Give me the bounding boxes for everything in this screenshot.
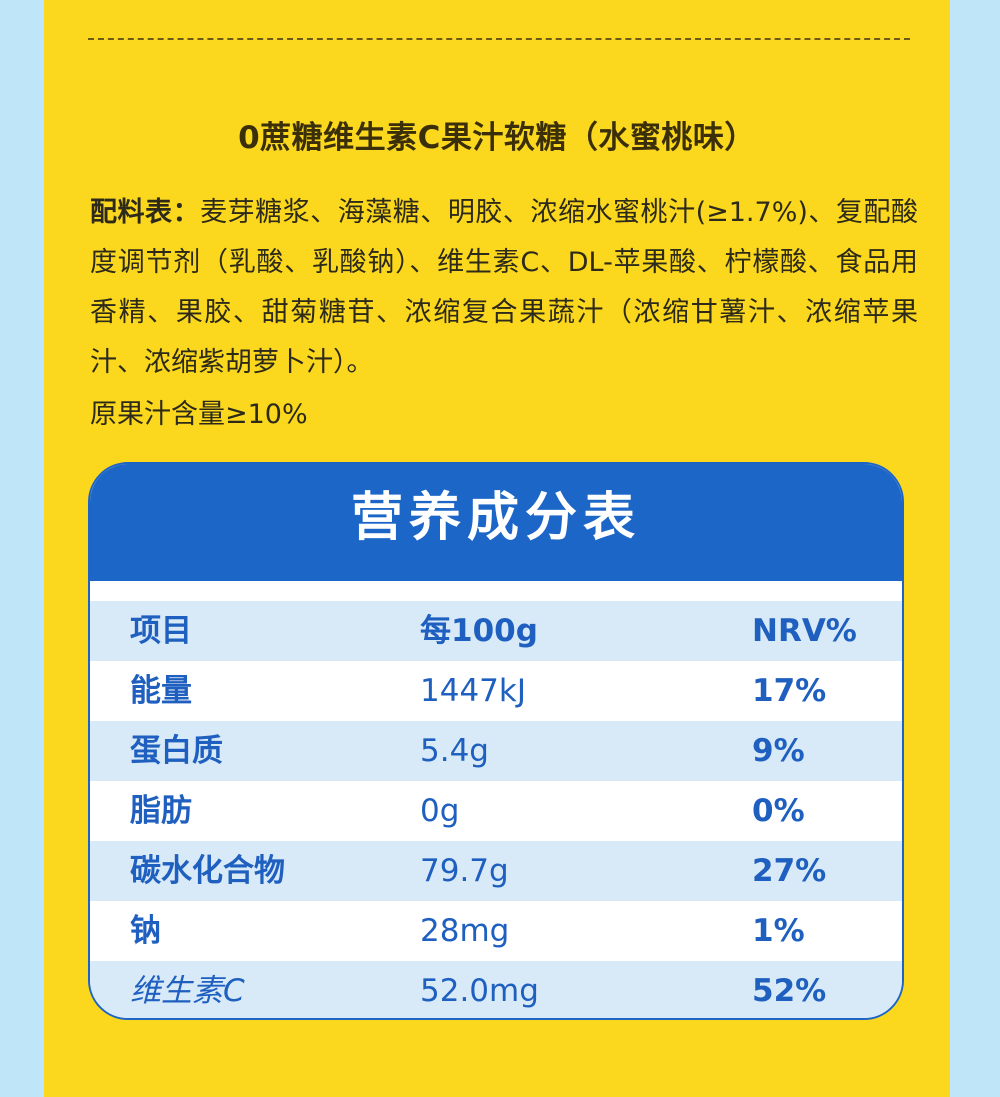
nutrient-amount: 1447kJ xyxy=(420,673,526,709)
nutrient-amount: 0g xyxy=(420,793,460,829)
nutrient-name: 钠 xyxy=(130,913,161,949)
juice-content: 原果汁含量≥10% xyxy=(90,399,308,430)
nutrient-nrv: 1% xyxy=(752,913,805,949)
table-row: 能量 1447kJ 17% xyxy=(90,661,902,721)
ingredients-list: 配料表：麦芽糖浆、海藻糖、明胶、浓缩水蜜桃汁(≥1.7%)、复配酸度调节剂（乳酸… xyxy=(90,188,918,388)
ingredients-label: 配料表： xyxy=(90,197,201,228)
nutrition-table-title: 营养成分表 xyxy=(90,464,902,581)
nutrition-table: 营养成分表 项目 每100g NRV% 能量 1447kJ 17% 蛋白质 5.… xyxy=(88,462,904,1020)
ingredients-text: 麦芽糖浆、海藻糖、明胶、浓缩水蜜桃汁(≥1.7%)、复配酸度调节剂（乳酸、乳酸钠… xyxy=(90,197,918,378)
yellow-panel: 0蔗糖维生素C果汁软糖（水蜜桃味） 配料表：麦芽糖浆、海藻糖、明胶、浓缩水蜜桃汁… xyxy=(44,0,950,1097)
dashed-divider xyxy=(88,38,910,40)
nutrient-nrv: 0% xyxy=(752,793,805,829)
nutrient-amount: 5.4g xyxy=(420,733,489,769)
nutrient-nrv: 52% xyxy=(752,973,827,1009)
nutrient-amount: 52.0mg xyxy=(420,973,539,1009)
nutrient-name: 脂肪 xyxy=(130,793,192,829)
nutrient-nrv: 17% xyxy=(752,673,827,709)
nutrient-name: 碳水化合物 xyxy=(130,853,285,889)
nutrition-table-body: 项目 每100g NRV% 能量 1447kJ 17% 蛋白质 5.4g 9% … xyxy=(90,581,902,1018)
table-row: 维生素C 52.0mg 52% xyxy=(90,961,902,1018)
nutrient-amount: 28mg xyxy=(420,913,510,949)
nutrient-amount: 79.7g xyxy=(420,853,509,889)
table-header-row: 项目 每100g NRV% xyxy=(90,601,902,661)
nutrient-name: 维生素C xyxy=(130,973,245,1009)
header-per-100g: 每100g xyxy=(420,613,538,649)
nutrient-nrv: 9% xyxy=(752,733,805,769)
table-row: 蛋白质 5.4g 9% xyxy=(90,721,902,781)
table-row: 碳水化合物 79.7g 27% xyxy=(90,841,902,901)
nutrient-name: 能量 xyxy=(130,673,192,709)
nutrient-name: 蛋白质 xyxy=(130,733,223,769)
nutrient-nrv: 27% xyxy=(752,853,827,889)
table-row: 钠 28mg 1% xyxy=(90,901,902,961)
product-title: 0蔗糖维生素C果汁软糖（水蜜桃味） xyxy=(238,120,756,156)
table-row: 脂肪 0g 0% xyxy=(90,781,902,841)
header-item: 项目 xyxy=(130,613,192,649)
header-nrv: NRV% xyxy=(752,613,857,649)
